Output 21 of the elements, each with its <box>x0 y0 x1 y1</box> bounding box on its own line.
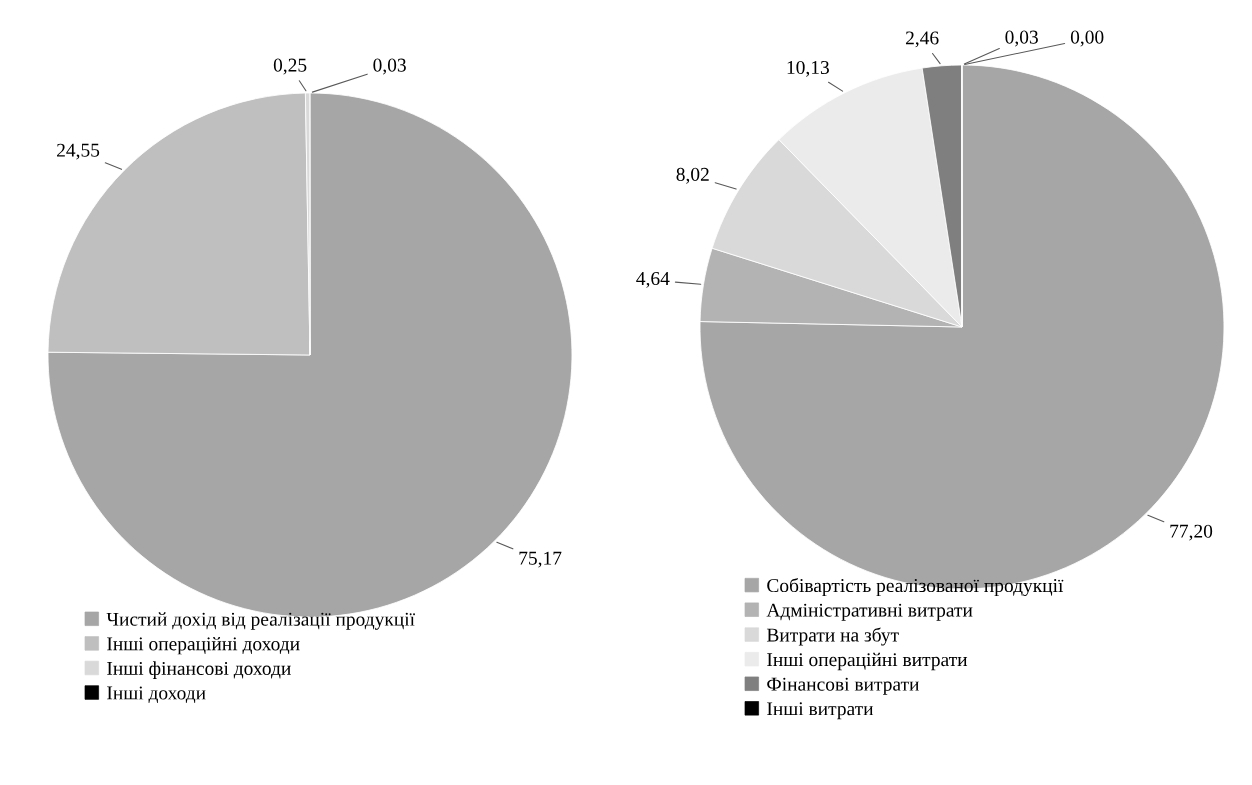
data-label: 2,46 <box>905 31 939 48</box>
legend-label: Інші фінансові доходи <box>107 661 291 679</box>
legend-label: Адміністративні витрати <box>766 603 973 621</box>
data-label: 0,03 <box>1005 30 1038 47</box>
legend-label: Чистий дохід від реалізації продукції <box>106 612 415 630</box>
legend-label: Фінансові витрати <box>767 677 920 695</box>
data-label: 0,25 <box>273 58 307 75</box>
legend-label: Витрати на збут <box>766 627 899 646</box>
legend-label: Інші витрати <box>767 702 874 720</box>
text: 0,00 <box>1070 30 1104 47</box>
data-label: 24,55 <box>57 143 100 160</box>
data-label: 10,13 <box>787 60 829 77</box>
data-label: 4,64 <box>636 272 670 288</box>
legend-label: Інші операційні витрати <box>767 652 968 671</box>
data-label: 77,20 <box>1170 524 1213 541</box>
data-label: 0,03 <box>373 58 406 75</box>
legend-label: Собівартість реалізованої продукції <box>767 578 1064 597</box>
data-label: 8,02 <box>676 167 709 184</box>
legend-label: Інші доходи <box>107 686 206 704</box>
data-label: 75,17 <box>519 551 562 568</box>
legend-label: Інші операційні доходи <box>107 636 300 655</box>
